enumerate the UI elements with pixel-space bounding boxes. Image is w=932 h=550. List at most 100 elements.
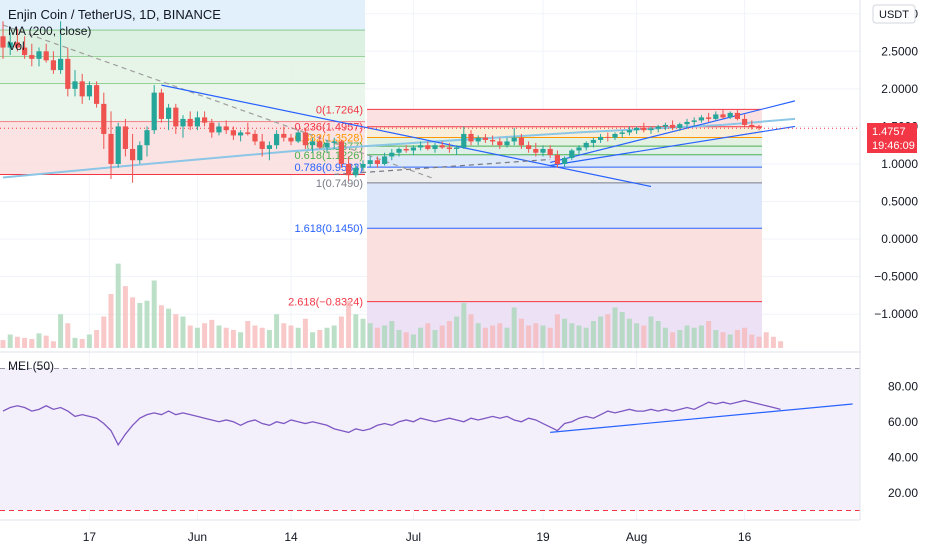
candle-body (468, 133, 474, 142)
fib-right-zone (367, 126, 762, 138)
volume-bar (360, 318, 366, 348)
volume-bar (396, 330, 402, 348)
volume-bar (29, 339, 35, 348)
volume-bar (446, 321, 452, 348)
candle-body (547, 148, 553, 155)
volume-bar (302, 318, 308, 348)
candle-body (569, 150, 575, 158)
volume-bars (0, 263, 784, 348)
symbol-title: Enjin Coin / TetherUS, 1D, BINANCE (8, 7, 221, 22)
currency-label[interactable]: USDT (879, 9, 909, 21)
volume-bar (648, 316, 654, 348)
candle-body (605, 136, 611, 138)
candle-body (158, 92, 164, 119)
candle-body (634, 127, 640, 131)
channel-upper (550, 100, 796, 164)
candle-body (482, 137, 488, 140)
fib-retracement[interactable]: 0(1.7264)0.236(1.4957)0.382(1.3528)0.5(1… (0, 0, 762, 348)
volume-bar (101, 316, 107, 348)
volume-bar (756, 336, 762, 348)
mei-tick-label: 80.00 (888, 379, 918, 393)
fib-right-label: 1.618(0.1450) (295, 223, 364, 235)
volume-bar (151, 280, 157, 348)
volume-bar (763, 332, 769, 348)
candle-body (742, 118, 748, 125)
volume-bar (274, 314, 280, 348)
volume-bar (346, 300, 352, 348)
candle-body (151, 92, 157, 131)
volume-bar (511, 307, 517, 348)
currency-button[interactable]: USDT (872, 4, 916, 24)
fib-right-label: 0(1.7264) (316, 104, 363, 116)
volume-bar (425, 323, 431, 348)
volume-bar (166, 308, 172, 348)
volume-bar (216, 325, 222, 348)
trend-lines[interactable] (0, 24, 860, 188)
candle-body (58, 58, 64, 71)
price-tick-label: −1.0000 (874, 307, 918, 321)
volume-bar (439, 325, 445, 348)
volume-bar (770, 336, 776, 348)
candle-body (202, 117, 208, 123)
candle-body (29, 55, 35, 59)
candle-body (274, 133, 280, 146)
candle-body (101, 103, 107, 134)
volume-bar (353, 314, 359, 348)
price-resistance (161, 84, 652, 188)
candle-body (65, 58, 71, 89)
volume-bar (655, 321, 661, 348)
price-tick-label: 1.0000 (881, 157, 918, 171)
candle-body (475, 137, 481, 142)
candle-body (540, 148, 546, 153)
volume-bar (670, 332, 676, 348)
candle-body (43, 51, 49, 61)
volume-bar (734, 330, 740, 348)
volume-bar (778, 341, 784, 348)
candle-body (22, 47, 28, 56)
candle-body (79, 81, 85, 97)
candle-body (238, 132, 244, 136)
volume-bar (144, 300, 150, 348)
volume-bar (749, 334, 755, 348)
candle-body (691, 120, 697, 122)
volume-bar (569, 323, 575, 348)
time-tick-label: 16 (738, 530, 752, 544)
candle-body (367, 160, 373, 164)
candle-body (374, 160, 380, 164)
candle-body (14, 42, 20, 48)
volume-bar (223, 327, 229, 348)
mei-tick-label: 20.00 (888, 486, 918, 500)
volume-bar (7, 334, 13, 348)
candle-body (497, 141, 503, 146)
volume-bar (662, 327, 668, 348)
candle-body (187, 118, 193, 127)
volume-bar (691, 327, 697, 348)
volume-bar (382, 325, 388, 348)
price-tick-label: 0.5000 (881, 195, 918, 209)
mei-line (2, 399, 781, 447)
candle-body (583, 142, 589, 148)
volume-bar (454, 316, 460, 348)
volume-bar (252, 325, 258, 348)
volume-bar (94, 330, 100, 348)
candle-body (252, 133, 258, 142)
volume-bar (331, 325, 337, 348)
volume-bar (22, 337, 28, 348)
time-tick-label: Aug (626, 530, 647, 544)
volume-bar (518, 318, 524, 348)
candle-body (734, 112, 740, 119)
volume-bar (202, 323, 208, 348)
volume-bar (367, 323, 373, 348)
volume-bar (36, 333, 42, 348)
volume-bar (626, 318, 632, 348)
volume-bar (482, 327, 488, 348)
volume-bar (238, 332, 244, 348)
candle-body (439, 145, 445, 148)
candle-body (504, 141, 510, 146)
volume-bar (259, 327, 265, 348)
last-price-tag: 1.4757 19:46:09 (867, 123, 917, 153)
candle-body (720, 114, 726, 118)
candle-body (302, 132, 308, 146)
candle-body (72, 81, 78, 89)
